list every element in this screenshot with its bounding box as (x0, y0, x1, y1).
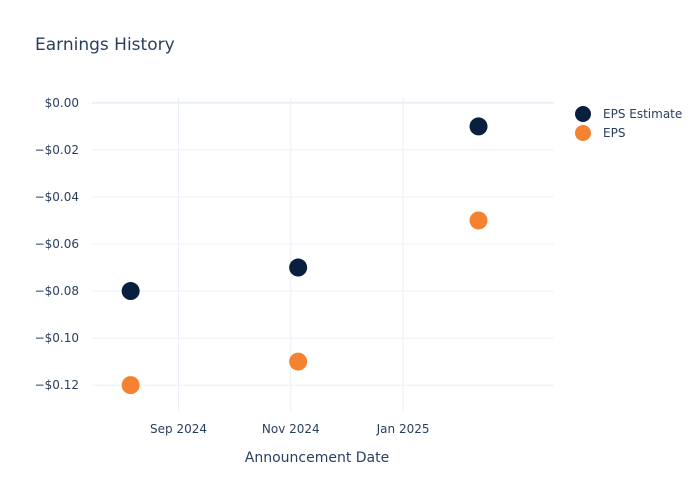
legend-label-eps: EPS (603, 126, 625, 140)
eps-estimate-point[interactable] (469, 117, 488, 136)
x-axis-title: Announcement Date (245, 450, 389, 466)
eps-point[interactable] (469, 211, 488, 230)
legend-marker-eps (575, 125, 591, 141)
eps-estimate-point[interactable] (121, 282, 140, 301)
x-tick-label: Jan 2025 (376, 422, 430, 436)
eps-point[interactable] (121, 376, 140, 395)
marker-layer (121, 117, 488, 395)
y-tick-label: −$0.12 (35, 378, 79, 392)
y-tick-label: −$0.08 (35, 284, 79, 298)
y-tick-label: −$0.10 (35, 331, 79, 345)
legend-label-eps-estimate: EPS Estimate (603, 107, 682, 121)
y-tick-label: −$0.06 (35, 237, 79, 251)
y-tick-label: −$0.02 (35, 143, 79, 157)
eps-point[interactable] (289, 352, 308, 371)
x-tick-label: Sep 2024 (150, 422, 207, 436)
y-tick-label: $0.00 (45, 96, 79, 110)
tick-layer: $0.00 −$0.02 −$0.04 −$0.06 −$0.08 −$0.10 −$0.1… (35, 96, 430, 436)
grid-layer (92, 97, 554, 411)
x-tick-label: Nov 2024 (262, 422, 320, 436)
legend-marker-eps-estimate (575, 106, 591, 122)
chart-title: Earnings History (35, 35, 175, 55)
legend[interactable]: EPS Estimate EPS (575, 106, 682, 141)
eps-estimate-point[interactable] (289, 258, 308, 277)
y-tick-label: −$0.04 (35, 190, 79, 204)
